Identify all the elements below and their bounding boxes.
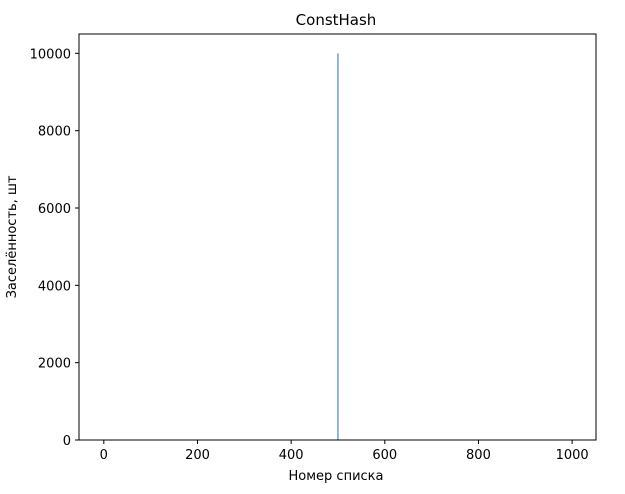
bars-group <box>337 53 339 440</box>
y-tick-label: 4000 <box>38 279 71 294</box>
x-tick-label: 800 <box>466 448 491 463</box>
x-tick-label: 1000 <box>556 448 589 463</box>
y-tick-label: 6000 <box>38 202 71 217</box>
x-tick-label: 0 <box>100 448 108 463</box>
y-axis-ticks: 0 2000 4000 6000 8000 10000 <box>30 47 79 449</box>
x-axis-ticks: 0 200 400 600 800 1000 <box>100 440 589 463</box>
y-axis-label: Заселённость, шт <box>5 175 20 298</box>
chart-title: ConstHash <box>296 11 377 29</box>
plot-area <box>78 33 597 441</box>
y-tick-label: 8000 <box>38 125 71 140</box>
y-tick-label: 10000 <box>30 47 71 62</box>
x-tick-label: 200 <box>185 448 210 463</box>
y-tick-label: 0 <box>63 434 71 449</box>
x-tick-label: 600 <box>372 448 397 463</box>
y-tick-label: 2000 <box>38 357 71 372</box>
axes-frame <box>78 33 597 441</box>
x-tick-label: 400 <box>279 448 304 463</box>
x-axis-label: Номер списка <box>289 469 384 484</box>
bar-500 <box>337 53 339 440</box>
